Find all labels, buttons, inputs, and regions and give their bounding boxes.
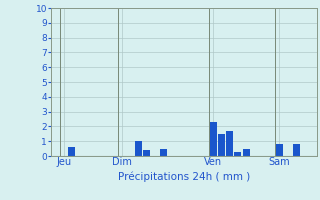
Bar — [276, 144, 283, 156]
Bar — [210, 122, 217, 156]
Bar — [226, 131, 233, 156]
Bar — [135, 141, 142, 156]
Bar — [143, 150, 150, 156]
Bar — [292, 144, 300, 156]
X-axis label: Précipitations 24h ( mm ): Précipitations 24h ( mm ) — [118, 172, 250, 182]
Bar — [68, 147, 76, 156]
Bar — [160, 149, 167, 156]
Bar — [243, 149, 250, 156]
Bar — [235, 152, 242, 156]
Bar — [218, 134, 225, 156]
